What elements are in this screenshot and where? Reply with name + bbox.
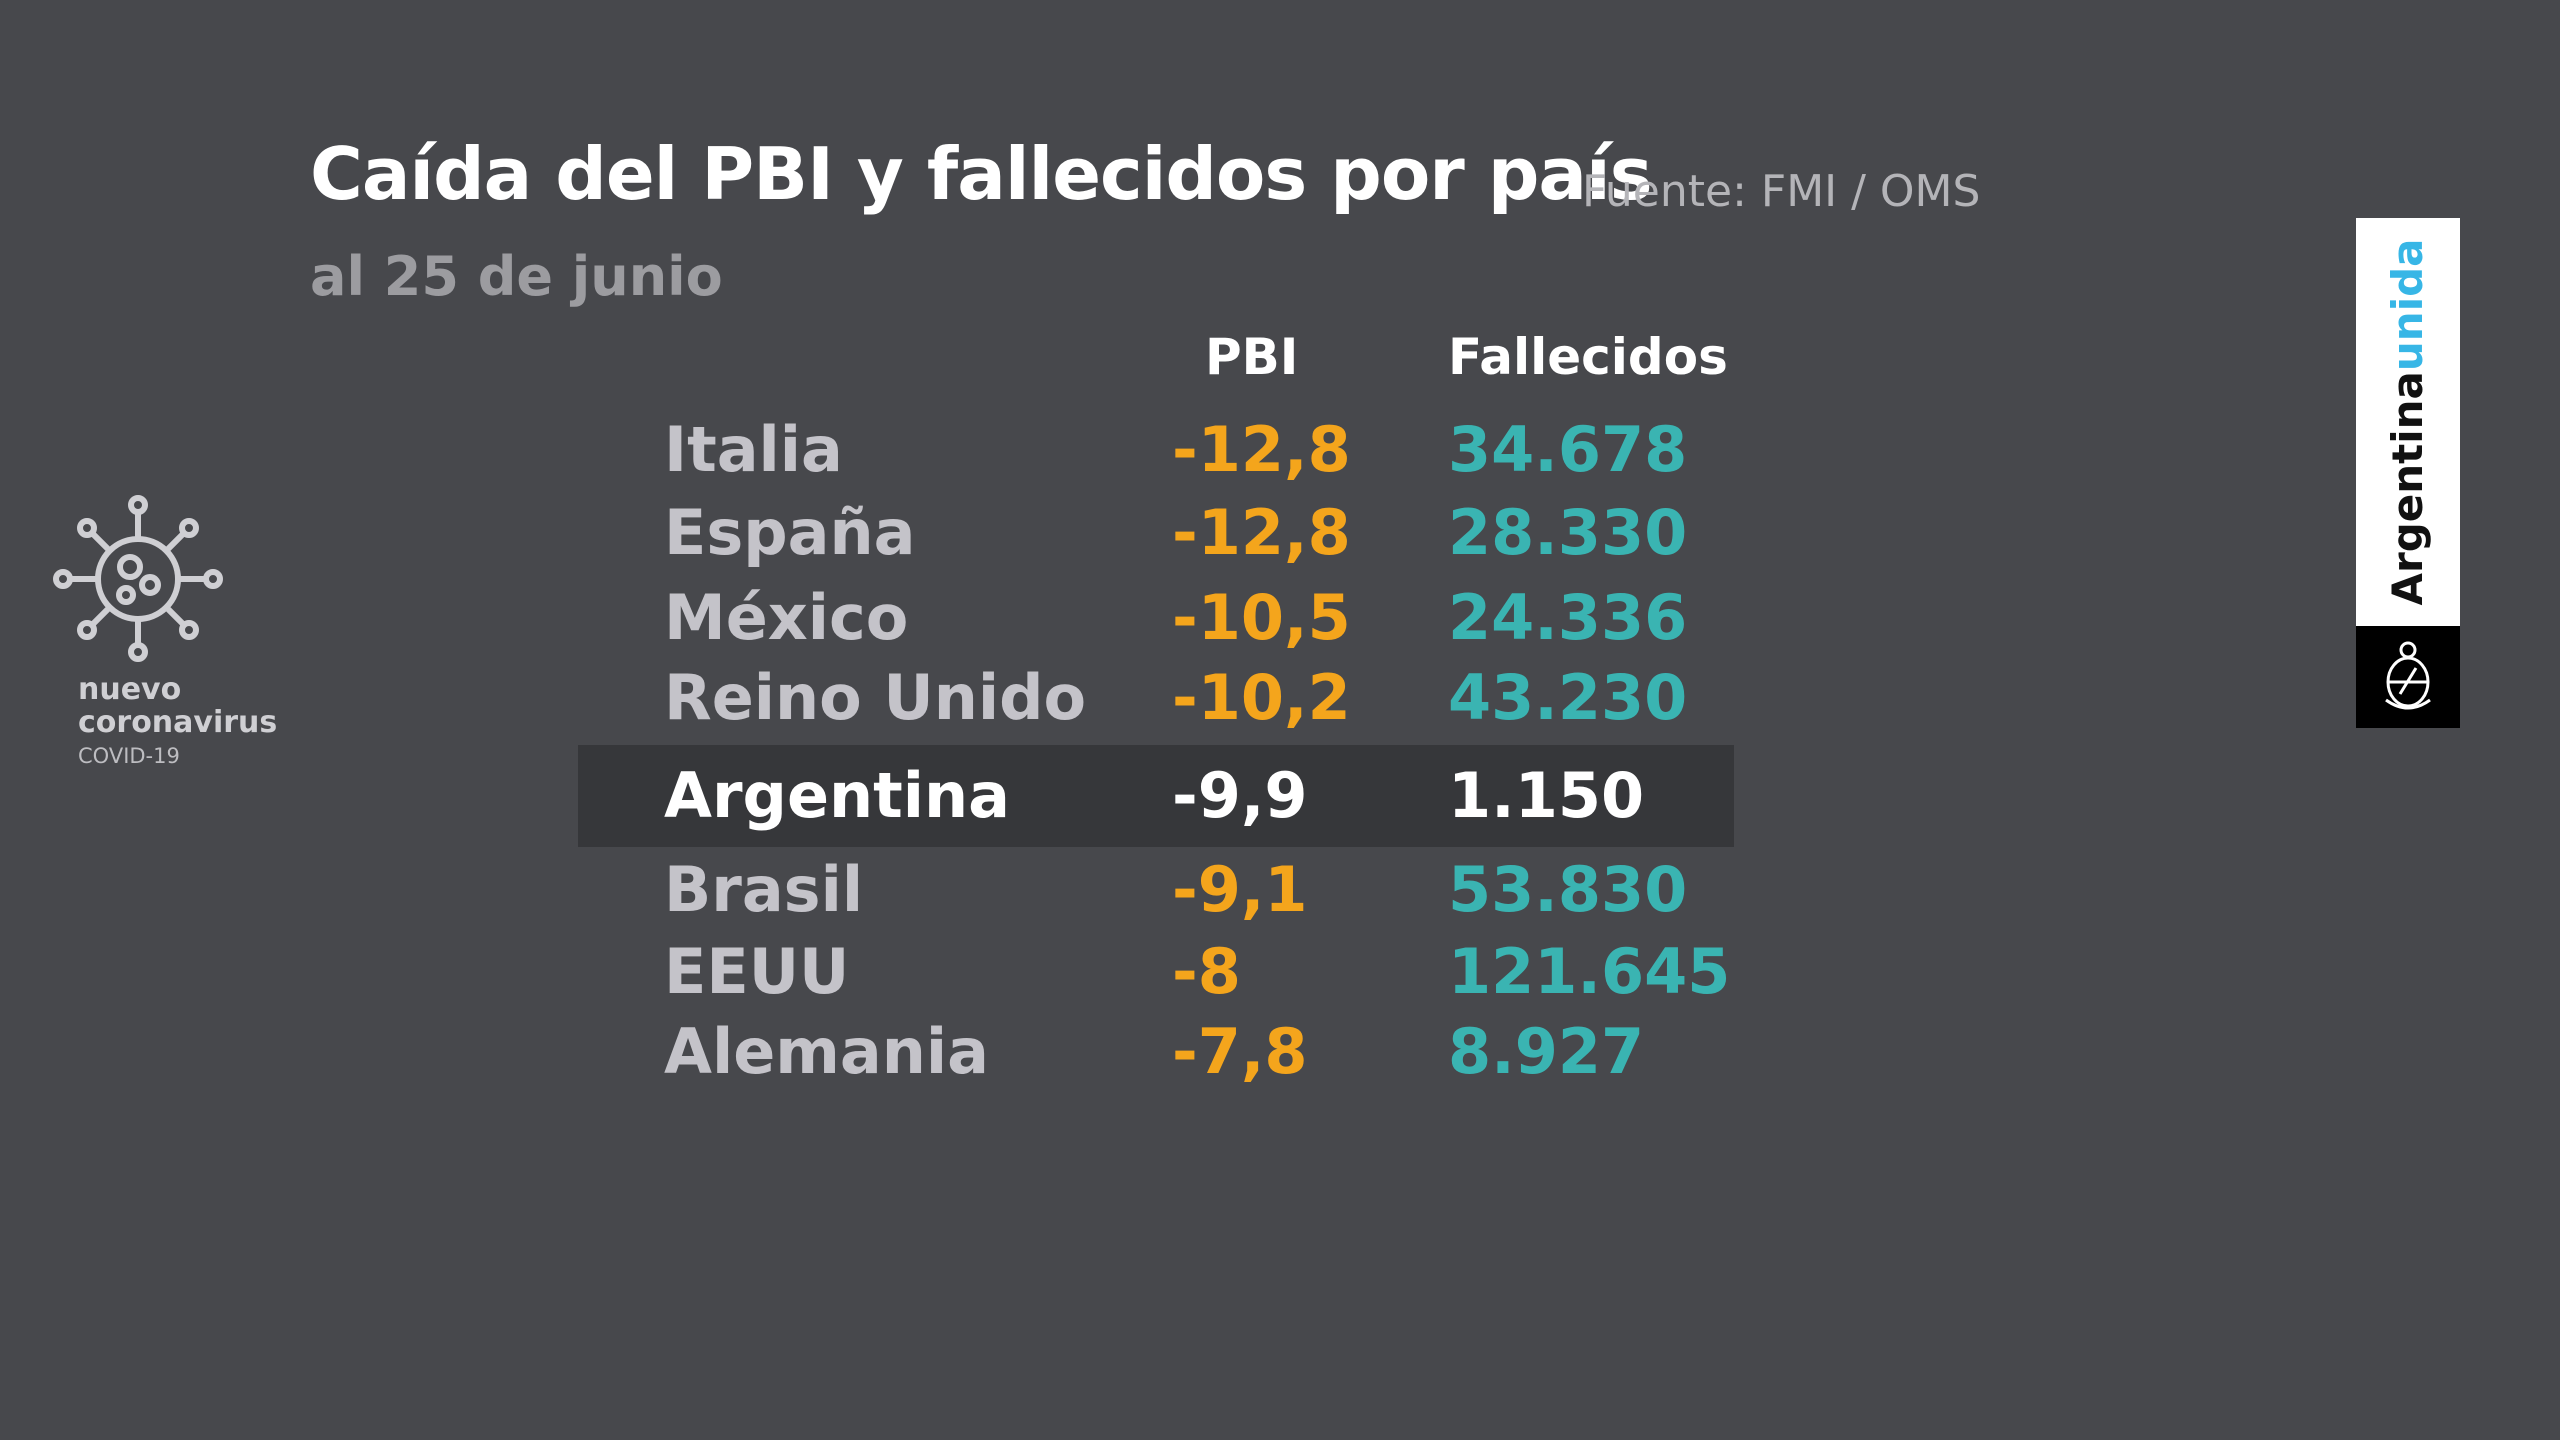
row-country: Reino Unido [664, 661, 1087, 734]
row-country: EEUU [664, 935, 850, 1008]
row-pbi-value: -8 [1172, 935, 1241, 1008]
row-pbi-value: -9,1 [1172, 853, 1308, 926]
chart-title: Caída del PBI y fallecidos por país [310, 132, 1653, 216]
badge-text: Argentinaunida [2383, 239, 2432, 606]
logo-line-covid: COVID-19 [78, 744, 180, 768]
badge-word-unida: unida [2383, 238, 2432, 372]
badge-black-panel [2356, 626, 2460, 728]
logo-line-coronavirus: coronavirus [78, 705, 278, 740]
coat-of-arms-icon [2385, 641, 2431, 710]
row-fallecidos-value: 43.230 [1448, 661, 1688, 734]
row-country: Brasil [664, 853, 864, 926]
row-pbi-value: -10,5 [1172, 581, 1351, 654]
row-country: España [664, 496, 916, 569]
row-fallecidos-value: 8.927 [1448, 1015, 1645, 1088]
row-pbi-value: -10,2 [1172, 661, 1351, 734]
row-fallecidos-value: 1.150 [1448, 759, 1645, 832]
row-fallecidos-value: 24.336 [1448, 581, 1688, 654]
row-fallecidos-value: 53.830 [1448, 853, 1688, 926]
badge-white-panel: Argentinaunida [2356, 218, 2460, 626]
column-header-pbi: PBI [1205, 328, 1299, 386]
row-pbi-value: -9,9 [1172, 759, 1308, 832]
virus-icon [53, 495, 223, 662]
row-country: México [664, 581, 909, 654]
highlight-row-band [578, 745, 1734, 847]
row-pbi-value: -7,8 [1172, 1015, 1308, 1088]
argentina-unida-badge: Argentinaunida [2356, 218, 2460, 728]
row-country: Alemania [664, 1015, 989, 1088]
row-fallecidos-value: 28.330 [1448, 496, 1688, 569]
row-fallecidos-value: 34.678 [1448, 413, 1688, 486]
row-country: Argentina [664, 759, 1010, 832]
chart-source: Fuente: FMI / OMS [1582, 166, 1981, 217]
column-header-fallecidos: Fallecidos [1448, 328, 1728, 386]
row-fallecidos-value: 121.645 [1448, 935, 1731, 1008]
row-pbi-value: -12,8 [1172, 496, 1351, 569]
logo-line-nuevo: nuevo [78, 672, 182, 707]
row-pbi-value: -12,8 [1172, 413, 1351, 486]
row-country: Italia [664, 413, 843, 486]
badge-word-argentina: Argentina [2383, 371, 2432, 606]
chart-subtitle: al 25 de junio [310, 245, 723, 308]
